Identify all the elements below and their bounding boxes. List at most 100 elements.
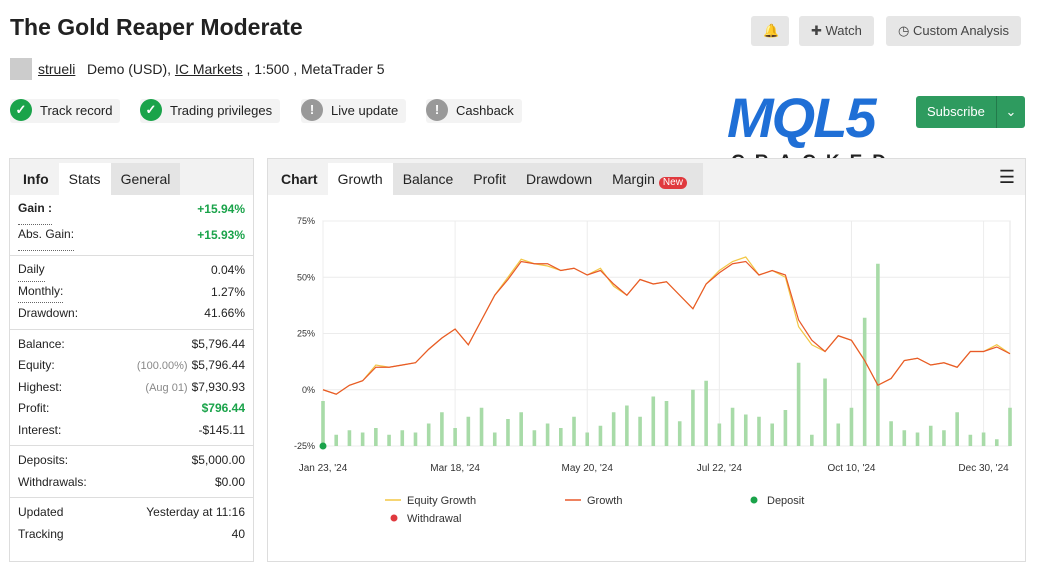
stats-value-wrap: +15.93% bbox=[197, 225, 245, 251]
subscribe-label: Subscribe bbox=[927, 104, 985, 119]
stats-row: Tracking 40 bbox=[10, 524, 253, 546]
stats-group: Gain : +15.94% Abs. Gain: +15.93% bbox=[10, 195, 253, 256]
stats-value-wrap: +15.94% bbox=[197, 199, 245, 225]
settings-icon[interactable]: ☰ bbox=[998, 167, 1015, 187]
stats-value: $5,796.44 bbox=[191, 358, 245, 372]
stats-note: (Aug 01) bbox=[145, 381, 188, 394]
stats-row: Interest: -$145.11 bbox=[10, 420, 253, 442]
stats-label: Daily bbox=[18, 260, 45, 282]
subscribe-button[interactable]: Subscribe ⌄ bbox=[916, 96, 1025, 128]
stats-row: Highest: (Aug 01) $7,930.93 bbox=[10, 377, 253, 399]
notify-button[interactable]: 🔔 bbox=[751, 16, 789, 46]
stats-label: Profit: bbox=[18, 401, 50, 415]
stats-label: Balance: bbox=[18, 336, 65, 351]
stats-value: -$145.11 bbox=[198, 422, 245, 437]
stats-value: +15.93% bbox=[197, 228, 245, 242]
chart-tab[interactable]: Chart bbox=[271, 163, 328, 195]
stats-label: Monthly: bbox=[18, 282, 64, 303]
chart-tab[interactable]: Balance bbox=[392, 163, 464, 195]
stats-row: Profit: $796.44 bbox=[10, 398, 253, 420]
stats-row: Balance: $5,796.44 bbox=[10, 334, 253, 356]
stats-value: $0.00 bbox=[214, 474, 245, 489]
chart-panel: Chart Growth Balance Profit Drawdown Margin Ne… bbox=[267, 158, 1026, 562]
stats-value: $796.44 bbox=[201, 401, 245, 415]
stats-row: Withdrawals: $0.00 bbox=[10, 472, 253, 494]
watch-button[interactable]: ✚ Watch bbox=[799, 16, 874, 46]
stats-label: Tracking bbox=[18, 526, 64, 541]
stats-label: Abs. Gain: bbox=[18, 225, 75, 251]
chart-tab[interactable]: Drawdown bbox=[515, 163, 603, 195]
stats-label: Interest: bbox=[18, 422, 62, 437]
stats-label: Withdrawals: bbox=[18, 474, 87, 489]
avatar bbox=[10, 58, 32, 80]
stats-label: Updated bbox=[18, 505, 64, 519]
stats-tab[interactable]: General bbox=[110, 163, 181, 195]
account-line: strueli Demo (USD), IC Markets , 1:500 ,… bbox=[38, 61, 385, 77]
badge-label: Live update bbox=[331, 103, 399, 118]
stats-value-wrap: Yesterday at 11:16 bbox=[146, 502, 245, 524]
stats-row: Equity: (100.00%) $5,796.44 bbox=[10, 355, 253, 377]
chart-tab[interactable]: Margin bbox=[602, 163, 703, 195]
stats-row: Deposits: $5,000.00 bbox=[10, 450, 253, 472]
badge-label: Track record bbox=[40, 103, 113, 118]
stats-label: Deposits: bbox=[18, 453, 69, 467]
stats-label: Highest: bbox=[18, 379, 63, 394]
stats-group: Balance: $5,796.44 Equity: (100.00%) $5,796.… bbox=[10, 330, 253, 446]
stats-value-wrap: $5,796.44 bbox=[192, 334, 245, 356]
stats-value: $5,000.00 bbox=[191, 453, 245, 467]
stats-row: Gain : +15.94% bbox=[10, 199, 253, 225]
stats-value: 41.66% bbox=[204, 306, 245, 320]
stats-value: Yesterday at 11:16 bbox=[146, 505, 245, 519]
badge: ✓ Track record bbox=[10, 99, 121, 123]
chart-tab[interactable]: Profit bbox=[463, 163, 516, 195]
stats-group: Deposits: $5,000.00 Withdrawals: $0.00 bbox=[10, 446, 253, 498]
page-title: The Gold Reaper Moderate bbox=[10, 14, 303, 40]
stats-tabs: Info Stats General bbox=[10, 159, 253, 195]
badge-label: Cashback bbox=[456, 103, 514, 118]
stats-value: 1.27% bbox=[210, 284, 245, 299]
stats-value: 40 bbox=[231, 526, 245, 541]
stats-group: Updated Yesterday at 11:16 Tracking 40 bbox=[10, 498, 253, 549]
stats-value-wrap: $796.44 bbox=[202, 398, 245, 420]
broker-link[interactable]: IC Markets bbox=[174, 61, 243, 77]
analysis-label: Custom Analysis bbox=[912, 23, 1010, 38]
stats-value-wrap: 40 bbox=[232, 524, 245, 546]
analysis-button[interactable]: ◷ Custom Analysis bbox=[886, 16, 1022, 46]
stats-value-wrap: $0.00 bbox=[215, 472, 245, 494]
stats-tab[interactable]: Stats bbox=[58, 163, 111, 195]
badge-label: Trading privileges bbox=[170, 103, 273, 118]
leverage: , 1:500 , MetaTrader 5 bbox=[246, 61, 385, 77]
badge: ! Cashback bbox=[426, 99, 522, 123]
stats-tab[interactable]: Info bbox=[13, 163, 59, 195]
stats-value-wrap: $5,000.00 bbox=[192, 450, 245, 472]
chart-tabs: Chart Growth Balance Profit Drawdown Margin Ne… bbox=[268, 159, 1025, 195]
stats-row: Daily 0.04% bbox=[10, 260, 253, 282]
stats-value-wrap: 41.66% bbox=[204, 303, 245, 325]
badge: ✓ Trading privileges bbox=[140, 99, 281, 123]
stats-body: Gain : +15.94% Abs. Gain: +15.93% Daily 0.04%… bbox=[10, 195, 253, 549]
account: Demo (USD), bbox=[87, 61, 172, 77]
stats-group: Daily 0.04% Monthly: 1.27% Drawdown: 41.66% bbox=[10, 256, 253, 330]
watch-label: Watch bbox=[825, 23, 862, 38]
stats-note: (100.00%) bbox=[136, 360, 188, 372]
stats-value: +15.94% bbox=[197, 202, 245, 216]
chart-tab[interactable]: Growth bbox=[327, 163, 393, 195]
logo: MQL5 bbox=[727, 86, 877, 149]
stats-label: Drawdown: bbox=[18, 306, 79, 320]
stats-value-wrap: 0.04% bbox=[211, 260, 245, 282]
stats-value-wrap: -$145.11 bbox=[199, 420, 245, 442]
stats-row: Abs. Gain: +15.93% bbox=[10, 225, 253, 251]
stats-value-wrap: (100.00%) $5,796.44 bbox=[137, 355, 245, 377]
badge: ! Live update bbox=[301, 99, 407, 123]
stats-value-wrap: 1.27% bbox=[211, 282, 245, 304]
stats-row: Monthly: 1.27% bbox=[10, 282, 253, 304]
stats-value: $5,796.44 bbox=[191, 336, 245, 351]
stats-row: Drawdown: 41.66% bbox=[10, 303, 253, 325]
stats-value: $7,930.93 bbox=[191, 379, 245, 394]
new-badge: New bbox=[658, 177, 687, 189]
stats-label: Gain : bbox=[18, 199, 53, 225]
stats-row: Updated Yesterday at 11:16 bbox=[10, 502, 253, 524]
stats-value: 0.04% bbox=[210, 263, 245, 277]
user-link[interactable]: strueli bbox=[38, 61, 76, 77]
